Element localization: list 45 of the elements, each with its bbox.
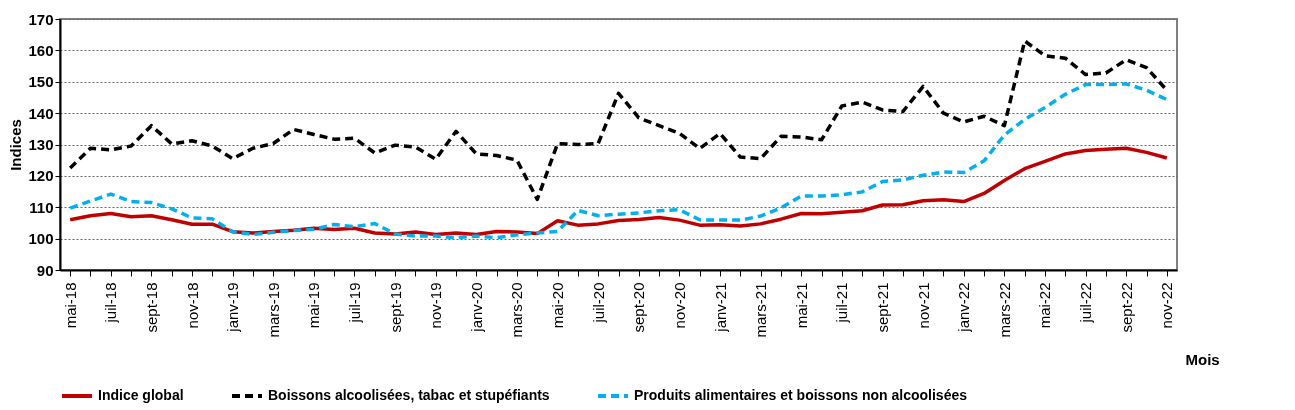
x-axis-title: Mois — [1185, 350, 1220, 368]
y-tick-label: 170 — [28, 10, 54, 28]
x-tick-label: nov-18 — [183, 282, 201, 329]
x-tick-label: mai-18 — [61, 282, 79, 329]
line-series — [68, 39, 1169, 202]
x-tick-label: sept-21 — [874, 282, 892, 333]
x-tick-label: janv-20 — [467, 282, 485, 333]
y-tick-label: 140 — [28, 104, 54, 122]
x-tick-label: mars-20 — [508, 282, 526, 338]
y-tick-label: 100 — [28, 230, 54, 248]
line-series — [68, 146, 1169, 237]
y-tick-label: 120 — [28, 167, 54, 185]
x-tick-label: mars-19 — [264, 282, 282, 338]
x-tick-label: juil-21 — [833, 282, 851, 324]
x-tick-label: mai-19 — [305, 282, 323, 329]
x-tick-label: sept-22 — [1117, 282, 1135, 333]
y-axis-title: Indices — [7, 119, 25, 171]
x-tick-label: nov-21 — [914, 282, 932, 329]
x-tick-label: sept-18 — [142, 282, 160, 333]
x-tick-label: nov-19 — [427, 282, 445, 329]
x-tick-label: juil-20 — [589, 282, 607, 324]
x-tick-label: janv-22 — [955, 282, 973, 333]
x-tick-label: sept-19 — [386, 282, 404, 333]
x-tick-label: mai-21 — [792, 282, 810, 329]
y-tick-label: 160 — [28, 41, 54, 59]
legend-label: Boissons alcoolisées, tabac et stupéfiants — [268, 387, 550, 403]
x-tick-label: nov-22 — [1158, 282, 1176, 329]
x-tick-label: sept-20 — [630, 282, 648, 333]
y-tick-label: 150 — [28, 73, 54, 91]
y-tick-label: 130 — [28, 136, 54, 153]
y-tick-label: 90 — [36, 261, 54, 279]
y-tick-label: 110 — [29, 198, 54, 216]
line-series — [68, 82, 1169, 240]
x-tick-label: mai-22 — [1036, 282, 1054, 329]
legend-label: Produits alimentaires et boissons non alcoolisées — [634, 387, 968, 403]
legend-label: Indice global — [98, 387, 184, 403]
x-tick-label: nov-20 — [670, 282, 688, 329]
x-tick-label: janv-19 — [224, 282, 242, 333]
x-tick-label: janv-21 — [711, 282, 729, 333]
x-tick-label: juil-22 — [1077, 282, 1095, 324]
x-tick-label: mars-21 — [752, 282, 770, 338]
x-tick-label: mars-22 — [995, 282, 1013, 338]
x-tick-label: mai-20 — [549, 282, 567, 329]
x-tick-label: juil-19 — [345, 282, 363, 324]
x-tick-label: juil-18 — [102, 282, 120, 324]
